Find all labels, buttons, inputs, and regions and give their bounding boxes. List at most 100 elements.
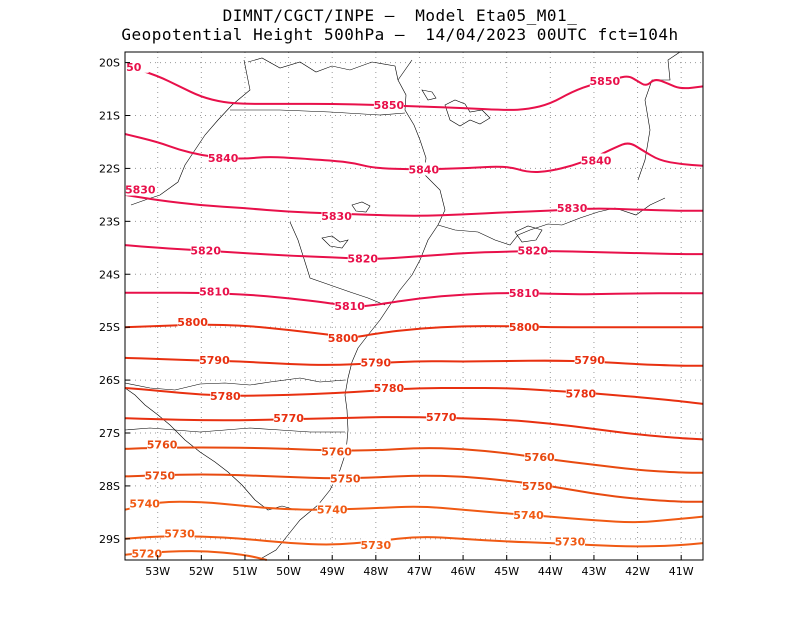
contour-label-background xyxy=(554,534,585,548)
contour-label-background xyxy=(317,502,348,516)
x-tick-label: 47W xyxy=(407,565,432,578)
contour-label-background xyxy=(273,411,304,425)
contour-label-background xyxy=(509,320,540,334)
contour-label: 5850 xyxy=(590,75,621,88)
contour-label: 50 xyxy=(126,61,142,74)
y-tick-label: 26S xyxy=(99,374,120,387)
contour-label-background xyxy=(210,388,241,402)
contour-label-background xyxy=(321,444,352,458)
y-tick-label: 28S xyxy=(99,480,120,493)
contour-label-background xyxy=(373,97,404,111)
contour-label: 5810 xyxy=(199,286,230,299)
x-tick-label: 43W xyxy=(582,565,607,578)
contour-5730 xyxy=(124,535,704,548)
contour-label: 5800 xyxy=(177,316,208,329)
contour-label: 5760 xyxy=(147,439,178,452)
contour-label: 5750 xyxy=(145,469,176,482)
contour-5790 xyxy=(124,356,703,367)
contour-label-background xyxy=(522,478,553,492)
grid-lines xyxy=(125,52,703,560)
x-tick-label: 42W xyxy=(625,565,650,578)
contour-label-background xyxy=(129,496,160,510)
contour-label-background xyxy=(208,150,239,164)
contour-5850 xyxy=(124,64,704,111)
boundary-line xyxy=(124,427,345,433)
contour-label: 5730 xyxy=(361,539,392,552)
contour-label-background xyxy=(144,468,175,482)
y-tick-label: 29S xyxy=(99,533,120,546)
contour-label: 5810 xyxy=(334,300,365,313)
contour-5830 xyxy=(124,193,703,217)
x-tick-label: 45W xyxy=(494,565,519,578)
contour-label-background xyxy=(147,437,178,451)
contour-label-background xyxy=(513,508,544,522)
boundary-line xyxy=(247,57,446,226)
y-tick-label: 23S xyxy=(99,215,120,228)
contour-label: 5830 xyxy=(321,210,352,223)
contour-label-background xyxy=(565,386,596,400)
contour-label: 5760 xyxy=(321,446,352,459)
contour-5800 xyxy=(124,323,703,338)
contour-label: 5730 xyxy=(555,535,586,548)
contour-label: 5750 xyxy=(330,473,361,486)
x-tick-label: 48W xyxy=(363,565,388,578)
contour-label-background xyxy=(164,526,195,540)
boundary-line xyxy=(130,59,251,206)
contour-label-background xyxy=(321,209,352,223)
contour-label: 5840 xyxy=(208,152,239,165)
x-tick-label: 49W xyxy=(320,565,345,578)
x-tick-label: 52W xyxy=(189,565,214,578)
x-tick-label: 53W xyxy=(145,565,170,578)
y-tick-label: 22S xyxy=(99,162,120,175)
contour-label-background xyxy=(360,355,391,369)
axes: 53W 52W 51W 50W 49W 48W 47W 46W 45W 44W 43W 42W 41W 2… xyxy=(99,57,694,578)
boundary-line xyxy=(397,59,413,81)
chart-title-line2: Geopotential Height 500hPa – 14/04/2023 … xyxy=(121,25,679,44)
contour-label-background xyxy=(426,410,457,424)
contour-label-background xyxy=(125,182,156,196)
reservoir-outline xyxy=(321,235,349,249)
reservoir-outline xyxy=(351,201,371,213)
x-tick-label: 51W xyxy=(233,565,258,578)
contour-label: 5740 xyxy=(317,504,348,517)
contour-label: 5820 xyxy=(347,252,378,265)
contour-label-background xyxy=(330,471,361,485)
contour-lines: 50 5850 5850 5840 5840 5840 5830 5830 5830 5820 58… xyxy=(118,59,704,561)
contour-label: 5790 xyxy=(199,354,230,367)
contour-label: 5770 xyxy=(273,412,304,425)
y-tick-label: 25S xyxy=(99,321,120,334)
contour-label: 5830 xyxy=(125,184,156,197)
contour-label-background xyxy=(589,74,620,88)
chart-title-line1: DIMNT/CGCT/INPE – Model Eta05_M01_ xyxy=(222,6,578,25)
boundary-line xyxy=(230,109,406,116)
contour-label: 5810 xyxy=(509,287,540,300)
contour-label: 5830 xyxy=(557,202,588,215)
contour-label-background xyxy=(334,299,365,312)
contour-label-background xyxy=(509,285,540,299)
contour-5740 xyxy=(124,500,704,524)
map-boundaries xyxy=(124,51,681,559)
contour-label-background xyxy=(574,352,605,366)
contour-label: 5740 xyxy=(129,497,160,510)
y-tick-label: 24S xyxy=(99,268,120,281)
contour-label-background xyxy=(347,251,378,265)
plot-frame xyxy=(124,51,704,561)
contour-label-background xyxy=(190,243,221,257)
contour-label-background xyxy=(131,546,162,560)
y-tick-label: 21S xyxy=(99,110,120,123)
contour-label: 5820 xyxy=(190,244,221,257)
contour-label: 5740 xyxy=(513,509,544,522)
contour-label-background xyxy=(328,330,359,344)
contour-label: 5840 xyxy=(409,163,440,176)
contour-label: 5750 xyxy=(522,480,553,493)
contour-label: 5790 xyxy=(574,354,605,367)
y-tick-label: 20S xyxy=(99,57,120,70)
contour-label-background xyxy=(581,153,612,167)
x-tick-label: 50W xyxy=(276,565,301,578)
coastline xyxy=(437,197,666,246)
contour-label-background xyxy=(199,352,230,366)
reservoir-outline xyxy=(444,99,491,127)
boundary-line xyxy=(637,51,681,181)
x-tick-label: 41W xyxy=(669,565,694,578)
